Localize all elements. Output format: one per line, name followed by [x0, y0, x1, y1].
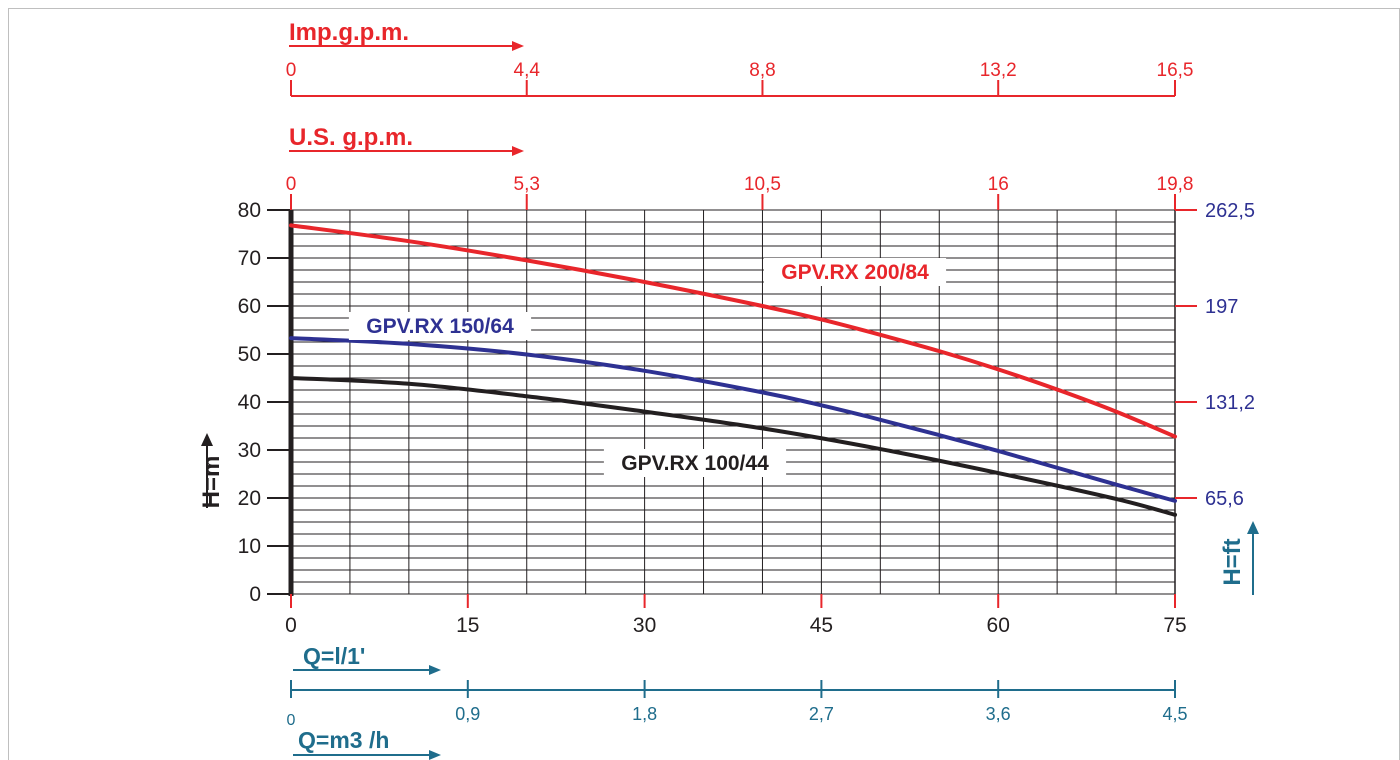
y-tick-label: 20	[238, 487, 261, 510]
right-axis-label: H=ft	[1219, 538, 1246, 585]
bottom-axis-arrow-lpm-head	[429, 665, 441, 675]
y-tick-label: 60	[238, 295, 261, 318]
series-label: GPV.RX 150/64	[366, 315, 514, 338]
bottom-axis-tick-label: 0,9	[455, 704, 480, 724]
series-label: GPV.RX 100/44	[621, 452, 769, 475]
top-axis-tick-label: 8,8	[749, 60, 775, 81]
y-tick-label: 70	[238, 247, 261, 270]
top-axis-title: U.S. g.p.m.	[289, 124, 413, 151]
bottom-axis-title-lpm: Q=l/1'	[303, 643, 365, 669]
right-tick-label: 131,2	[1205, 392, 1255, 414]
top-axis-tick-label: 13,2	[980, 60, 1017, 81]
right-tick-label: 262,5	[1205, 200, 1255, 222]
top-axis-tick-label: 0	[286, 174, 297, 195]
y-label-arrow-head	[201, 433, 213, 446]
curve-gpv-rx-100-44	[289, 376, 1177, 517]
bottom-axis-tick-label: 2,7	[809, 704, 834, 724]
bottom-axis-tick-label: 4,5	[1162, 704, 1187, 724]
right-label-arrow-head	[1247, 521, 1259, 534]
right-tick-label: 65,6	[1205, 488, 1244, 510]
series-label: GPV.RX 200/84	[781, 261, 929, 284]
x-tick-label: 0	[285, 614, 297, 637]
bottom-axis-tick-label: 1,8	[632, 704, 657, 724]
x-tick-label: 75	[1163, 614, 1186, 637]
y-tick-label: 0	[249, 583, 261, 606]
top-axis-title: Imp.g.p.m.	[289, 19, 409, 46]
y-tick-label: 10	[238, 535, 261, 558]
bottom-axis-title-m3h: Q=m3 /h	[298, 727, 389, 753]
grid-lines	[290, 209, 1176, 595]
top-axis-tick-label: 5,3	[514, 174, 540, 195]
right-tick-label: 197	[1205, 296, 1238, 318]
top-axis-tick-label: 19,8	[1157, 174, 1194, 195]
x-tick-label: 45	[810, 614, 833, 637]
series-label-bg	[763, 258, 947, 286]
x-tick-label: 60	[987, 614, 1010, 637]
y-tick-label: 40	[238, 391, 261, 414]
top-axis-tick-label: 0	[286, 60, 297, 81]
series-label-bg	[348, 312, 532, 340]
y-tick-label: 50	[238, 343, 261, 366]
bottom-axis-arrow-m3h-head	[429, 750, 441, 760]
y-tick-label: 80	[238, 199, 261, 222]
curve-gpv-rx-200-84	[289, 223, 1177, 439]
y-tick-label: 30	[238, 439, 261, 462]
bottom-axis-tick-label: 0	[287, 712, 296, 729]
x-tick-label: 30	[633, 614, 656, 637]
x-tick-label: 15	[456, 614, 479, 637]
top-axis-tick-label: 10,5	[744, 174, 781, 195]
top-axis-tick-label: 4,4	[514, 60, 541, 81]
bottom-axis-tick-label: 3,6	[986, 704, 1011, 724]
curve-gpv-rx-150-64	[289, 336, 1177, 503]
top-axis-arrow-head	[512, 146, 524, 156]
y-axis-label: H=m	[198, 456, 225, 509]
series-label-bg	[603, 449, 787, 477]
top-axis-tick-label: 16,5	[1157, 60, 1194, 81]
top-axis-arrow-head	[512, 41, 524, 51]
top-axis-tick-label: 16	[988, 174, 1009, 195]
